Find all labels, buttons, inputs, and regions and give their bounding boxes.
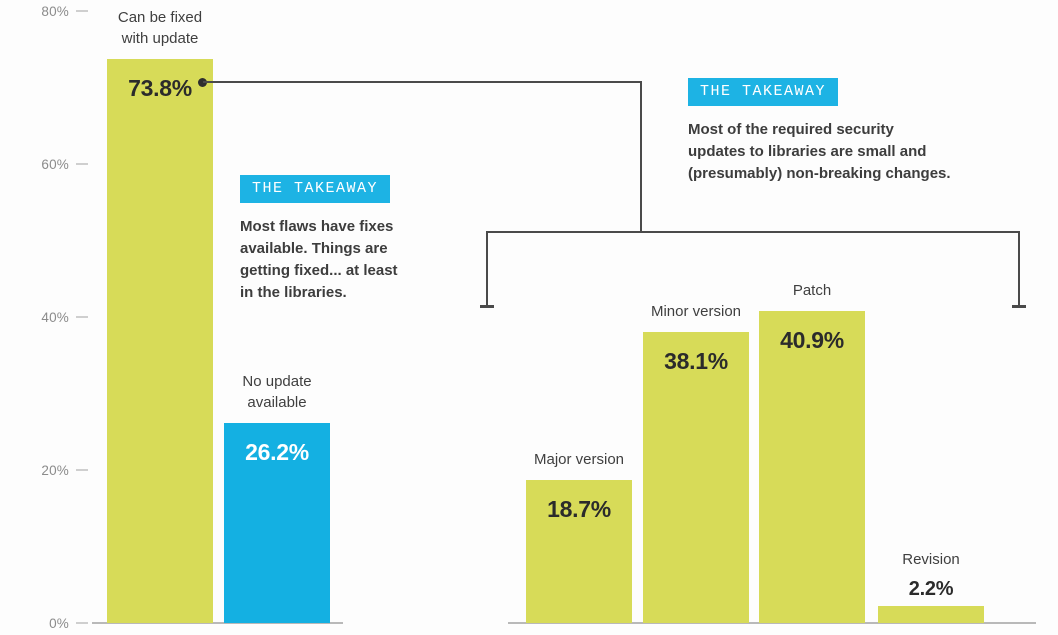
y-axis-tick-60: 60% xyxy=(22,156,88,172)
bar-category-label: Revision xyxy=(902,551,960,569)
tick-dash xyxy=(76,469,88,471)
bar-category-label: No update available xyxy=(242,372,312,411)
bar-category-label: Patch xyxy=(792,281,832,299)
connector-horizontal-line xyxy=(203,81,642,83)
y-axis-tick-label: 0% xyxy=(49,615,69,631)
tick-dash xyxy=(76,622,88,624)
bracket-left-foot xyxy=(480,305,494,308)
bar-value-label: 18.7% xyxy=(547,496,611,523)
connector-vertical-line xyxy=(640,81,642,233)
y-axis-tick-0: 0% xyxy=(22,615,88,631)
left-chart-baseline xyxy=(92,622,343,624)
y-axis-tick-label: 40% xyxy=(41,309,69,325)
y-axis-tick-20: 20% xyxy=(22,462,88,478)
tick-dash xyxy=(76,10,88,12)
y-axis-tick-label: 60% xyxy=(41,156,69,172)
y-axis-tick-80: 80% xyxy=(22,3,88,19)
takeaway-badge: THE TAKEAWAY xyxy=(240,175,391,203)
takeaway-badge: THE TAKEAWAY xyxy=(688,78,839,106)
takeaway-text: Most of the required security updates to… xyxy=(688,121,951,182)
bar-can-be-fixed: Can be fixed with update 73.8% xyxy=(107,9,213,623)
bar-patch: Patch 40.9% xyxy=(759,282,865,623)
bar-value-label: 2.2% xyxy=(908,578,954,601)
tick-dash xyxy=(76,163,88,165)
bracket-right-arm xyxy=(1018,231,1020,307)
bar-value-label: 26.2% xyxy=(245,438,309,465)
y-axis-tick-40: 40% xyxy=(22,309,88,325)
tick-dash xyxy=(76,316,88,318)
bar-category-label: Major version xyxy=(533,451,625,469)
bar-value-label: 38.1% xyxy=(664,348,728,374)
bar-major-version: Major version 18.7% xyxy=(526,451,632,623)
takeaway-panel-left: THE TAKEAWAY Most flaws have fixes avail… xyxy=(240,175,430,304)
connector-dot xyxy=(198,78,207,87)
y-axis-tick-label: 20% xyxy=(41,462,69,478)
y-axis-tick-label: 80% xyxy=(41,3,69,19)
right-chart-baseline xyxy=(508,622,1036,624)
takeaway-panel-right: THE TAKEAWAY Most of the required securi… xyxy=(688,78,968,185)
bar-no-update-available: No update available 26.2% xyxy=(224,373,330,623)
bracket-left-arm xyxy=(486,231,488,307)
bar-category-label: Minor version xyxy=(650,303,742,320)
bar-revision: Revision 2.2% xyxy=(878,551,984,623)
bracket-horizontal-line xyxy=(486,231,1020,233)
bar-category-label: Can be fixed with update xyxy=(117,9,203,48)
bracket-right-foot xyxy=(1012,305,1026,308)
bar-minor-version: Minor version 38.1% xyxy=(643,303,749,623)
takeaway-text: Most flaws have fixes available. Things … xyxy=(240,218,398,301)
bar-value-label: 73.8% xyxy=(128,75,192,102)
bar-value-label: 40.9% xyxy=(780,326,844,353)
